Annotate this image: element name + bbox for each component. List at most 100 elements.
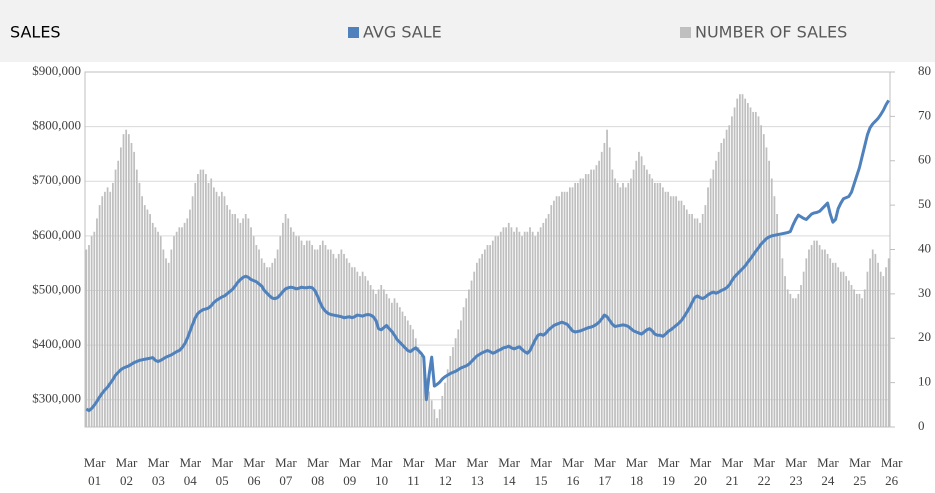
- bar: [268, 267, 271, 427]
- x-tick-label: Mar 17: [593, 455, 616, 488]
- x-tick-label: Mar 26: [880, 455, 903, 488]
- bar: [853, 289, 856, 427]
- bar: [101, 196, 104, 427]
- bar: [279, 236, 282, 427]
- x-tick-label: Mar 15: [530, 455, 552, 488]
- bar: [478, 258, 481, 427]
- x-tick-label: Mar 14: [498, 455, 520, 488]
- bar: [258, 249, 260, 427]
- bar: [170, 249, 173, 427]
- bar: [292, 231, 295, 427]
- bar: [274, 258, 276, 427]
- bar: [175, 231, 178, 427]
- y2-tick-label: 40: [918, 240, 931, 255]
- bar: [784, 276, 786, 427]
- bar: [138, 182, 141, 427]
- bar: [353, 267, 356, 427]
- bar: [749, 107, 752, 427]
- y2-tick-label: 80: [918, 63, 931, 78]
- bar: [635, 160, 638, 427]
- bar: [489, 245, 492, 427]
- bar: [343, 253, 345, 427]
- bar: [707, 187, 709, 427]
- bar: [194, 182, 197, 427]
- bar: [468, 289, 470, 427]
- bar: [677, 200, 680, 427]
- y2-tick-label: 0: [918, 418, 925, 433]
- bar: [433, 409, 436, 427]
- bar: [117, 160, 120, 427]
- y2-tick-label: 70: [918, 107, 931, 122]
- bar: [205, 174, 207, 427]
- bar: [505, 227, 507, 427]
- bar: [313, 249, 316, 427]
- bar: [218, 196, 221, 427]
- bar: [316, 249, 319, 427]
- bar: [773, 196, 776, 427]
- bar: [792, 298, 794, 427]
- bar: [518, 231, 521, 427]
- bar: [529, 227, 531, 427]
- bar: [622, 182, 624, 427]
- legend-label: AVG SALE: [363, 23, 442, 42]
- bar: [821, 249, 824, 427]
- bar: [401, 311, 404, 427]
- bar: [568, 187, 571, 427]
- bar: [452, 347, 454, 427]
- bar: [390, 302, 393, 427]
- bar: [553, 200, 555, 427]
- x-tick-label: Mar 18: [625, 455, 648, 488]
- bar: [510, 227, 513, 427]
- bar: [534, 236, 537, 427]
- bar: [786, 289, 789, 427]
- bar: [284, 214, 287, 427]
- bar: [223, 196, 226, 427]
- bar: [151, 222, 154, 427]
- bar: [646, 169, 648, 427]
- bar: [563, 191, 566, 427]
- x-tick-label: Mar 07: [275, 455, 297, 488]
- x-tick-label: Mar 23: [785, 455, 807, 488]
- bar: [470, 280, 473, 427]
- bar: [183, 222, 186, 427]
- bar: [372, 289, 375, 427]
- bar: [215, 191, 218, 427]
- bar: [159, 236, 162, 427]
- legend-label: NUMBER OF SALES: [695, 23, 847, 42]
- bar: [146, 209, 149, 427]
- bar: [808, 249, 810, 427]
- bar: [547, 214, 550, 427]
- bar: [696, 218, 699, 427]
- bar: [250, 227, 252, 427]
- bar: [446, 369, 449, 427]
- bar: [449, 356, 452, 427]
- bar: [736, 98, 739, 427]
- bar: [887, 258, 890, 427]
- bar: [377, 289, 380, 427]
- bar: [393, 298, 396, 427]
- bar: [555, 196, 558, 427]
- bar: [162, 249, 165, 427]
- bar: [624, 187, 627, 427]
- bar: [863, 289, 866, 427]
- bar: [361, 271, 364, 427]
- bar: [210, 178, 213, 427]
- bar: [832, 262, 834, 427]
- bar: [356, 271, 359, 427]
- x-tick-label: Mar 04: [179, 455, 202, 488]
- bar: [96, 218, 98, 427]
- bar: [497, 236, 500, 427]
- bar: [600, 151, 603, 427]
- bar: [781, 258, 784, 427]
- bar: [685, 209, 688, 427]
- bar: [704, 205, 707, 427]
- y2-tick-label: 30: [918, 285, 931, 300]
- bar: [598, 160, 600, 427]
- bar: [513, 231, 515, 427]
- bar: [566, 191, 569, 427]
- bar: [197, 174, 199, 427]
- bar: [664, 191, 667, 427]
- bar: [149, 214, 151, 427]
- bar: [531, 231, 534, 427]
- bar: [181, 227, 183, 427]
